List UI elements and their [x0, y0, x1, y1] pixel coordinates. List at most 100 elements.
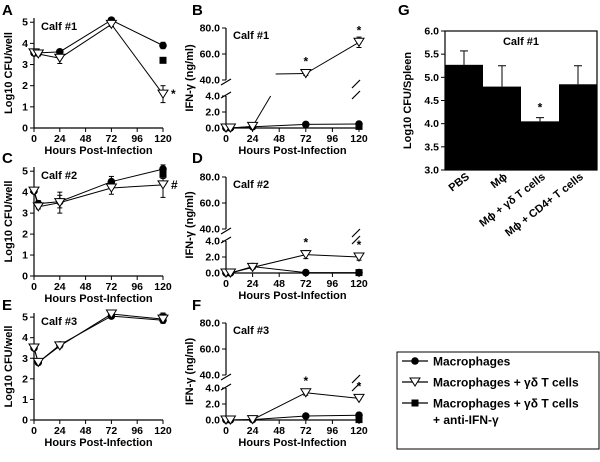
x-tick-label: 120 [350, 425, 368, 437]
axis-break-mark [351, 90, 361, 100]
legend: Macrophages Macrophages + γδ T cells Mac… [396, 351, 600, 450]
y-tick-label: 3 [22, 208, 28, 220]
axis-break-mark [351, 235, 361, 245]
axis-break-mark [220, 373, 232, 381]
x-tick-label: 120 [154, 281, 172, 293]
x-tick-label: 24 [54, 281, 66, 293]
legend-marker-gd-t-cells [409, 377, 421, 387]
y-tick-label: 2.0 [205, 252, 220, 264]
y-tick-label: 1 [22, 394, 28, 406]
series-segment-triangle [230, 125, 253, 129]
panel-title: Calf #1 [233, 30, 269, 42]
data-point-triangle [353, 37, 365, 48]
significance-mark: * [538, 101, 543, 115]
data-point-triangle [224, 415, 237, 425]
y-tick-label: 4.0 [205, 236, 220, 248]
x-tick-label: 120 [350, 278, 368, 290]
x-tick-label: 72 [300, 278, 312, 290]
y-tick-label: 5 [22, 166, 28, 178]
legend-frame [396, 351, 600, 450]
axis-break-mark [220, 236, 232, 244]
x-tick-label: 120 [350, 133, 368, 145]
panel-letter: A [2, 2, 13, 19]
y-axis-label: Log10 CFU/well [3, 32, 15, 114]
panel-A: 0 1 2 3 4 5 0 24 48 72 96 120 A Calf #1 Hours Post-Inf… [2, 2, 176, 157]
x-axis-label: Hours Post-Infection [238, 290, 346, 302]
panel-C: 0 1 2 3 4 5 0 24 48 72 96 120 C Calf #2 Hours Post-Inf… [2, 150, 178, 305]
x-tick-label: 0 [31, 281, 37, 293]
legend-marker-macrophages [411, 357, 419, 365]
panel-letter: C [2, 150, 13, 167]
series-segment-circle [305, 414, 360, 417]
category-label: Mϕ + γδ T cells [477, 171, 547, 230]
y-tick-label: 60.0 [200, 49, 221, 61]
y-tick-label: 4 [22, 38, 28, 50]
y-tick-label: 0.0 [205, 415, 220, 427]
axis-break-mark [351, 228, 361, 238]
y-tick-label: 40.0 [200, 75, 221, 87]
y-tick-label: 0 [22, 271, 28, 283]
legend-label-anti-ifn-line2: + anti-IFN-γ [433, 413, 499, 427]
data-point-triangle [32, 202, 45, 212]
x-tick-label: 48 [273, 425, 285, 437]
x-tick-label: 96 [131, 425, 143, 437]
significance-mark: * [171, 87, 176, 101]
y-tick-label: 4.5 [424, 95, 439, 107]
legend-label-gd-t-cells: Macrophages + γδ T cells [433, 376, 579, 390]
data-point-triangle [299, 69, 312, 79]
panel-letter: G [398, 2, 410, 19]
data-point-triangle [224, 268, 237, 278]
data-point-triangle [353, 393, 365, 404]
y-tick-label: 3.5 [424, 141, 439, 153]
data-point-triangle [299, 250, 312, 260]
series-segment-triangle [305, 254, 360, 258]
x-tick-label: 120 [154, 425, 172, 437]
x-tick-label: 48 [80, 133, 92, 145]
data-point-circle [159, 41, 167, 50]
y-tick-label: 6.0 [424, 26, 439, 38]
axis-break-mark [220, 91, 232, 99]
significance-mark: * [303, 55, 308, 69]
data-point-triangle [353, 252, 365, 262]
x-tick-label: 72 [300, 425, 312, 437]
y-tick-label: 0.0 [205, 123, 220, 135]
y-tick-label: 2 [22, 229, 28, 241]
y-tick-label: 4.0 [205, 91, 220, 103]
panel-title: Calf #3 [41, 316, 77, 328]
x-tick-label: 0 [31, 425, 37, 437]
x-tick-label: 120 [154, 133, 172, 145]
panel-title: Calf #1 [503, 36, 539, 48]
y-axis-label: Log10 CFU/Spleen [402, 52, 414, 149]
panel-D: 40.0 60.0 80.0 0.0 2.0 4.0 0 24 48 72 96 120 D Calf #… [184, 150, 368, 302]
y-tick-label: 40.0 [200, 370, 221, 382]
panel-G: 3.0 3.5 4.0 4.5 5.0 5.5 6.0 G Calf #1 Log10 CFU/S… [398, 2, 598, 239]
data-point-square [159, 56, 167, 64]
y-tick-label: 40.0 [200, 224, 221, 236]
significance-mark: * [357, 379, 362, 393]
y-axis-label: IFN-γ (ng/ml) [184, 44, 196, 112]
panel-F: 40.0 60.0 80.0 0.0 2.0 4.0 0 24 48 72 96 120 F Calf #… [184, 297, 368, 449]
series-segment-circle [252, 266, 306, 274]
significance-mark: * [357, 23, 362, 37]
x-axis-label: Hours Post-Infection [44, 145, 152, 157]
y-tick-label: 5 [22, 312, 28, 324]
y-tick-label: 5.0 [424, 72, 439, 84]
series-segment-triangle [252, 392, 307, 421]
data-point-triangle [246, 415, 259, 425]
x-tick-label: 72 [106, 281, 118, 293]
x-tick-label: 24 [247, 133, 259, 145]
series-line-triangle [33, 23, 164, 95]
data-point-triangle [299, 388, 312, 398]
panel-letter: B [192, 2, 203, 19]
significance-mark: # [171, 178, 178, 192]
x-tick-label: 0 [223, 425, 229, 437]
panel-title: Calf #1 [41, 21, 77, 33]
y-tick-label: 0 [22, 415, 28, 427]
panel-title: Calf #2 [233, 179, 269, 191]
x-tick-label: 24 [247, 425, 259, 437]
legend-label-macrophages: Macrophages [433, 355, 511, 369]
x-tick-label: 48 [80, 425, 92, 437]
y-tick-label: 3.0 [424, 165, 439, 177]
y-tick-label: 0 [22, 123, 28, 135]
